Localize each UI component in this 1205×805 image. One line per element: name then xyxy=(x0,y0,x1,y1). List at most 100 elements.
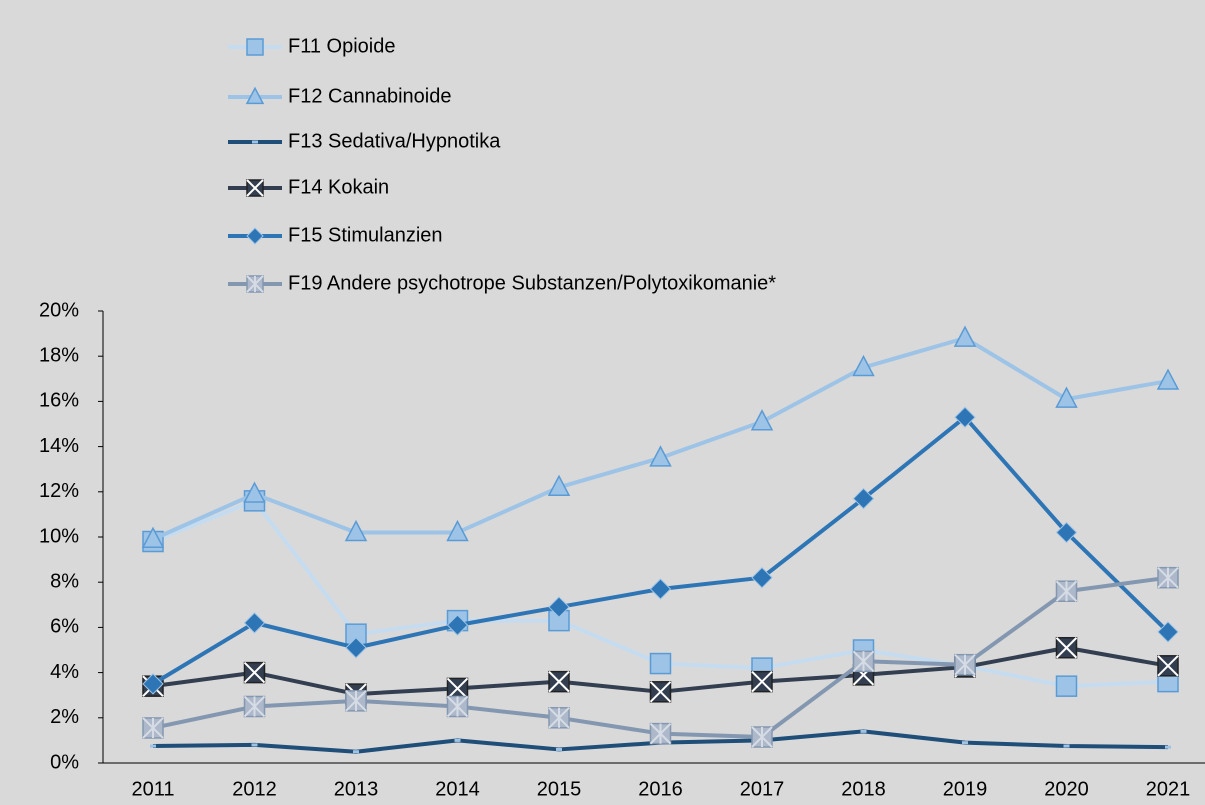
data-point xyxy=(141,526,165,549)
marker-shape xyxy=(141,526,165,549)
y-tick-label: 10% xyxy=(39,525,79,547)
legend-marker xyxy=(246,179,264,197)
y-tick-label: 0% xyxy=(50,751,79,773)
marker-shape xyxy=(446,695,469,718)
marker-shape xyxy=(246,38,264,56)
data-point xyxy=(953,325,977,347)
marker-shape xyxy=(345,637,367,659)
marker-shape xyxy=(353,750,359,754)
data-point xyxy=(954,406,976,428)
y-tick-label: 2% xyxy=(50,706,79,728)
legend-marker xyxy=(246,275,264,293)
marker-shape xyxy=(446,677,469,700)
data-point xyxy=(751,726,773,748)
marker-shape xyxy=(751,726,773,748)
marker-shape xyxy=(345,690,367,712)
marker-shape xyxy=(142,717,164,739)
y-tick-label: 18% xyxy=(39,344,79,366)
marker-shape xyxy=(548,596,570,618)
data-point xyxy=(1063,744,1070,748)
x-tick-label: 2017 xyxy=(740,778,785,800)
marker-shape xyxy=(750,409,774,431)
data-point xyxy=(142,717,164,739)
marker-shape xyxy=(246,275,264,293)
marker-shape xyxy=(142,673,164,695)
marker-shape xyxy=(852,487,875,510)
legend-label: F11 Opioide xyxy=(288,35,395,57)
data-point xyxy=(852,650,875,673)
data-point xyxy=(649,652,672,675)
legend-marker xyxy=(246,38,264,56)
x-tick-label: 2012 xyxy=(232,778,277,800)
data-point xyxy=(649,578,672,600)
legend-label: F13 Sedativa/Hypnotika xyxy=(288,130,501,152)
x-tick-label: 2015 xyxy=(537,778,582,800)
marker-shape xyxy=(1165,745,1171,749)
y-tick-label: 8% xyxy=(50,570,79,592)
y-tick-label: 20% xyxy=(39,299,79,321)
y-tick-label: 4% xyxy=(50,661,79,683)
marker-shape xyxy=(150,744,156,748)
data-point xyxy=(345,690,367,712)
data-point xyxy=(1157,655,1179,677)
data-point xyxy=(344,519,368,542)
y-tick-label: 6% xyxy=(50,616,79,638)
marker-shape xyxy=(243,695,266,718)
marker-shape xyxy=(556,747,562,751)
y-tick-label: 12% xyxy=(39,480,79,502)
data-point xyxy=(751,670,773,693)
marker-shape xyxy=(454,738,461,742)
data-point xyxy=(556,747,562,751)
data-point xyxy=(446,695,469,718)
marker-shape xyxy=(1157,655,1179,677)
x-tick-label: 2014 xyxy=(435,778,480,800)
marker-shape xyxy=(547,474,571,497)
data-point xyxy=(1157,621,1179,643)
x-tick-label: 2011 xyxy=(131,778,174,800)
marker-shape xyxy=(251,743,258,747)
x-tick-label: 2020 xyxy=(1044,778,1089,800)
data-point xyxy=(548,596,570,618)
data-point xyxy=(852,354,875,377)
marker-shape xyxy=(649,652,672,675)
data-point xyxy=(251,743,258,747)
marker-shape xyxy=(243,481,266,503)
data-point xyxy=(1055,521,1078,544)
legend-label: F15 Stimulanzien xyxy=(288,224,443,246)
data-point xyxy=(454,738,461,742)
data-point xyxy=(345,637,367,659)
x-tick-label: 2021 xyxy=(1146,778,1191,800)
data-point xyxy=(1165,745,1171,749)
legend-label: F14 Kokain xyxy=(288,176,389,198)
data-point xyxy=(243,612,266,634)
data-point xyxy=(751,566,773,589)
y-tick-label: 14% xyxy=(39,435,79,457)
marker-shape xyxy=(446,519,469,542)
x-tick-label: 2019 xyxy=(943,778,988,800)
data-point xyxy=(548,707,570,729)
legend-marker xyxy=(252,140,258,144)
marker-shape xyxy=(246,179,264,197)
marker-shape xyxy=(548,707,570,729)
data-point xyxy=(1055,636,1078,659)
y-tick-label: 16% xyxy=(39,390,79,412)
data-point xyxy=(1055,675,1078,697)
legend-marker xyxy=(245,86,265,105)
marker-shape xyxy=(1156,368,1180,390)
data-point xyxy=(962,741,968,745)
marker-shape xyxy=(852,650,875,673)
marker-shape xyxy=(954,406,976,428)
marker-shape xyxy=(751,566,773,589)
marker-shape xyxy=(1063,744,1070,748)
data-point xyxy=(446,614,469,636)
data-point xyxy=(1156,368,1180,390)
data-point xyxy=(1157,566,1179,589)
marker-shape xyxy=(649,722,672,745)
marker-shape xyxy=(1055,675,1078,697)
data-point xyxy=(353,750,359,754)
marker-shape xyxy=(1157,621,1179,643)
marker-shape xyxy=(246,227,264,245)
data-point xyxy=(243,481,266,503)
